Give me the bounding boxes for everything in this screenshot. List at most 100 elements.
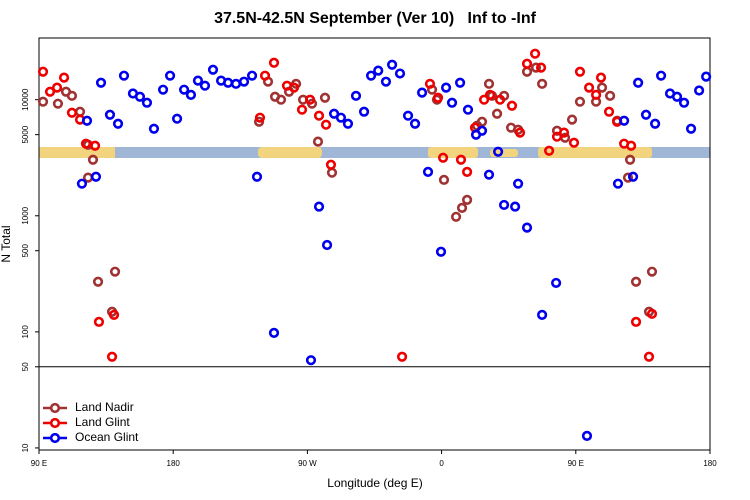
data-point (627, 171, 639, 182)
data-point (440, 82, 452, 93)
y-tick-label: 1000 (21, 206, 30, 224)
y-tick-label: 500 (21, 244, 30, 258)
data-point (678, 97, 690, 108)
data-point (164, 70, 176, 81)
data-point (320, 119, 332, 130)
data-point (529, 48, 541, 59)
data-point (89, 140, 101, 151)
data-point (450, 211, 462, 222)
data-point (394, 68, 406, 79)
data-point (537, 78, 548, 89)
data-point (118, 70, 130, 81)
legend-marker (49, 432, 61, 444)
data-point (251, 171, 263, 182)
data-point (506, 100, 518, 111)
data-point (350, 90, 362, 101)
data-point (626, 140, 637, 151)
data-point (288, 82, 300, 93)
land-strip (538, 147, 652, 158)
data-point (583, 82, 595, 93)
x-tick-label: 0 (439, 459, 444, 468)
data-point (365, 70, 377, 81)
y-tick-label: 50 (21, 362, 30, 371)
data-point (185, 89, 197, 100)
land-strip (39, 147, 115, 158)
chart-title: 37.5N-42.5N September (Ver 10) Inf to -I… (214, 10, 537, 27)
data-point (551, 277, 562, 289)
data-point (574, 66, 586, 77)
data-point (319, 92, 331, 103)
data-point (386, 59, 398, 70)
data-point (568, 137, 580, 148)
data-point (81, 115, 93, 126)
y-tick-label: 100 (21, 325, 30, 339)
data-point (90, 171, 102, 182)
data-point (109, 266, 121, 277)
data-point (325, 159, 337, 170)
data-point (619, 115, 630, 126)
data-point (108, 309, 120, 320)
data-point (646, 266, 658, 277)
data-point (612, 178, 624, 189)
data-point (671, 91, 683, 102)
data-point (246, 70, 258, 81)
data-point (321, 239, 333, 251)
data-point (66, 90, 78, 101)
data-point (141, 97, 153, 108)
data-point (37, 66, 49, 77)
data-point (462, 104, 474, 115)
legend-label: Land Glint (75, 415, 130, 429)
data-point (551, 131, 563, 142)
data-point (268, 327, 280, 338)
data-point (44, 86, 56, 97)
legend-label: Ocean Glint (75, 430, 139, 444)
data-point (87, 154, 99, 165)
data-point (521, 58, 533, 69)
data-point (259, 70, 271, 81)
data-point (530, 62, 542, 73)
data-point (624, 154, 636, 165)
data-point (491, 108, 503, 119)
data-point (157, 84, 169, 95)
data-point (51, 82, 63, 93)
data-point (80, 138, 92, 149)
data-point (685, 123, 697, 134)
y-tick-label: 10 (21, 443, 30, 452)
data-point (192, 75, 204, 86)
data-point (604, 90, 616, 101)
data-point (104, 109, 116, 120)
x-tick-label: 180 (703, 459, 717, 468)
data-point (238, 76, 250, 87)
land-strip (258, 147, 322, 158)
data-point (112, 118, 124, 129)
data-point (510, 201, 521, 212)
data-point (254, 112, 266, 123)
data-point (58, 72, 70, 83)
data-point (424, 78, 436, 89)
data-point (633, 77, 644, 88)
x-axis-label: Longitude (deg E) (327, 476, 422, 490)
data-point (435, 246, 447, 257)
data-point (93, 316, 105, 327)
data-point (373, 65, 384, 76)
data-point (455, 154, 467, 165)
data-point (416, 87, 428, 98)
data-point (380, 76, 392, 87)
data-point (643, 351, 655, 362)
data-point (590, 89, 602, 100)
data-point (396, 351, 408, 362)
data-point (646, 308, 658, 319)
data-point (358, 106, 370, 117)
data-point (595, 72, 607, 83)
data-point (630, 316, 642, 327)
data-point (596, 82, 608, 93)
data-point (537, 309, 548, 320)
data-point (268, 57, 280, 68)
data-point (494, 94, 506, 105)
x-tick-label: 180 (167, 459, 181, 468)
legend-label: Land Nadir (75, 400, 134, 414)
data-point (574, 96, 586, 107)
x-tick-label: 90 E (568, 459, 584, 468)
data-point (456, 202, 468, 213)
